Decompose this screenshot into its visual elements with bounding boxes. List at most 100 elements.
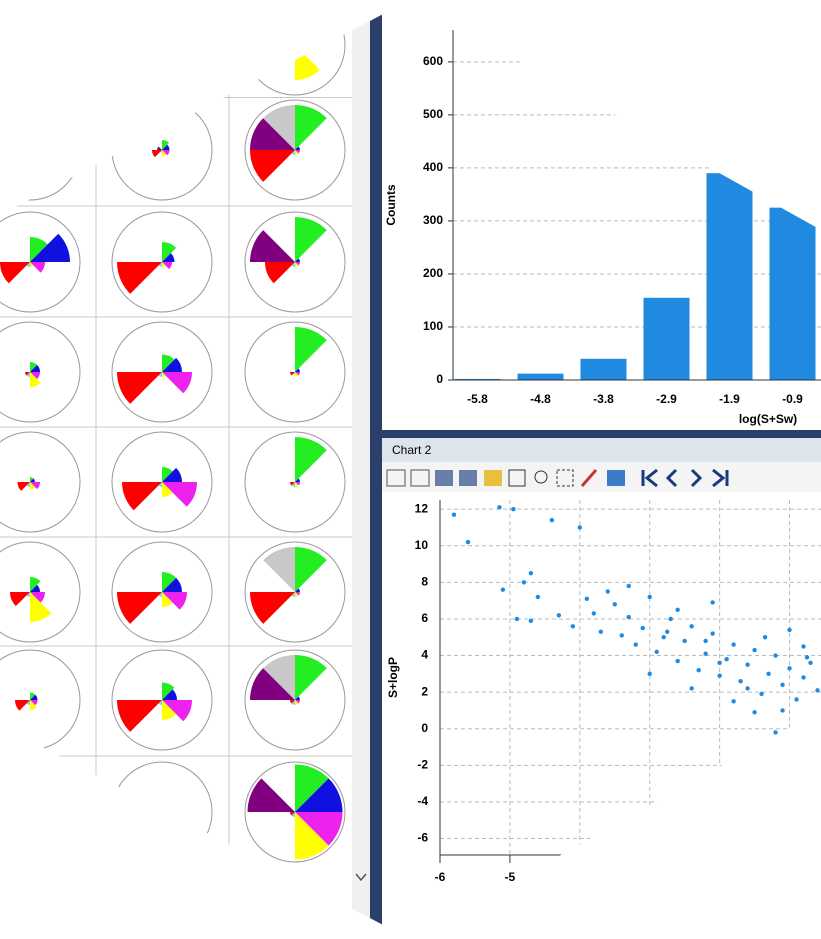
glyph-sector [26,592,30,597]
x-tick-label: -3 [644,870,655,884]
glyph-sector [162,262,172,270]
glyph-sector [30,592,45,603]
glyph-sector [295,478,300,482]
glyph-sector [162,150,167,156]
glyph-sector [295,588,300,592]
splitter[interactable] [382,430,821,438]
toolbar-icons [386,468,729,488]
x-tick-label: -6 [435,870,446,884]
glyph-sector [290,482,295,486]
splitter[interactable] [370,0,382,939]
glyph-sector [30,362,38,372]
panel-header [382,438,821,462]
glyph-sector [30,372,40,380]
glyph-sector [0,262,30,284]
glyph-sector [295,655,327,700]
tool-button[interactable] [508,469,526,487]
bar [580,358,627,380]
glyph-sector [290,372,295,376]
point [647,671,652,677]
scroll-down[interactable] [355,873,367,882]
y-tick-label: -4 [417,794,428,808]
glyph-sector [295,437,327,482]
y-axis-title: Counts [384,184,398,226]
glyph-sector [15,700,30,711]
scrollbar[interactable] [352,0,370,939]
tool-button[interactable] [607,470,625,486]
point [626,583,631,589]
glyph-sector [162,467,182,482]
glyph-sector [162,150,170,156]
glyph-sector [26,700,30,705]
y-tick-label: 8 [421,575,428,589]
nav-next[interactable] [690,468,703,488]
glyph-sector [295,150,299,155]
x-tick-label: -4 [574,870,585,884]
glyph-sector [158,592,162,597]
glyph-sector [30,482,36,490]
point [668,616,673,622]
tool-button[interactable] [534,470,548,484]
point [731,642,736,647]
nav-first[interactable] [641,468,658,488]
glyph-sector [250,150,295,182]
y-tick-label: 2 [421,684,428,698]
glyph-sector [30,233,70,262]
glyph-outline [244,321,346,423]
point [710,600,715,605]
tool-button[interactable] [484,470,502,486]
y-tick-label: 200 [423,266,443,280]
glyph-sector [295,258,300,262]
tool-button[interactable] [410,469,430,487]
glyph-sector [30,262,34,267]
tool-button[interactable] [580,469,598,487]
glyph-sector [162,354,175,372]
y-axis-title: S+logP [386,657,400,698]
glyph-sector [162,242,177,262]
glyph-sector [293,372,295,375]
point [465,539,471,545]
glyph-sector [30,482,40,490]
point [752,710,757,715]
glyph-sector [295,696,300,700]
glyph-sector [30,477,34,482]
glyph-sector [295,700,299,705]
glyph-sector [162,592,173,607]
y-tick-label: 4 [421,648,428,662]
point [675,607,680,612]
y-tick-label: -2 [417,758,428,772]
glyph-sector [265,262,295,284]
glyph-outline [0,211,81,313]
glyph-sector [162,577,182,592]
glyph-sector [30,584,40,592]
point [703,651,708,656]
x-tick-label: -2 [714,870,725,884]
tool-button[interactable] [435,470,453,486]
tool-button[interactable] [459,470,477,486]
point [745,686,750,691]
point [497,505,502,510]
glyph-sector [295,482,300,486]
point [682,638,687,644]
glyph-sector [162,262,166,267]
glyph-sector [295,150,300,154]
panel-title: Chart 2 [392,443,432,457]
glyph-sector [295,105,327,150]
glyph-outline [0,431,81,533]
glyph-sector [158,262,162,267]
point [780,682,785,688]
glyph-sector [295,327,327,372]
tool-button[interactable] [556,469,574,487]
tool-button[interactable] [386,469,406,487]
glyph-outline [244,211,346,313]
glyph-sector [30,592,52,622]
glyph-sector [158,482,162,487]
glyph-sector [162,592,187,610]
x-tick-label: -1 [784,870,795,884]
nav-prev[interactable] [665,468,678,488]
point [689,624,694,629]
nav-last[interactable] [712,468,729,488]
glyph-sector [291,700,295,705]
point [528,618,534,623]
